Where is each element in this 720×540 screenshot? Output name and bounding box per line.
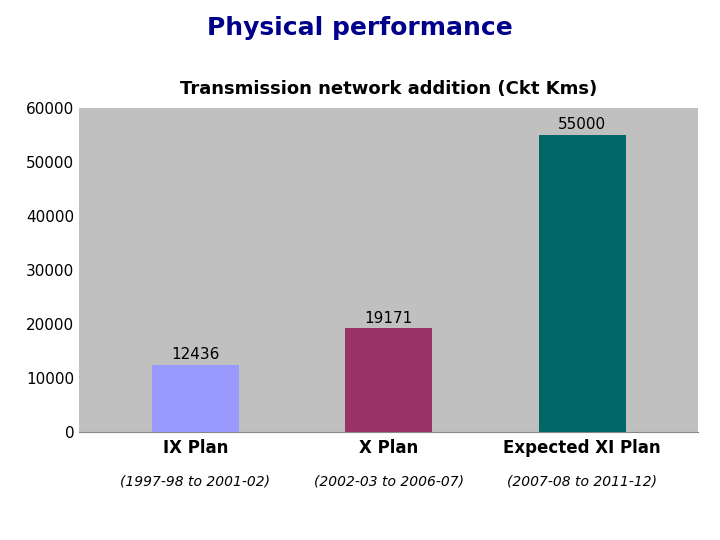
Text: Physical performance: Physical performance <box>207 16 513 40</box>
Text: 19171: 19171 <box>364 311 413 326</box>
Text: (2002-03 to 2006-07): (2002-03 to 2006-07) <box>314 474 464 488</box>
Bar <box>346 328 432 432</box>
Bar <box>539 135 626 432</box>
Text: (2007-08 to 2011-12): (2007-08 to 2011-12) <box>508 474 657 488</box>
Text: 55000: 55000 <box>558 117 606 132</box>
Text: (1997-98 to 2001-02): (1997-98 to 2001-02) <box>120 474 270 488</box>
Bar <box>152 365 239 432</box>
Text: 12436: 12436 <box>171 347 220 362</box>
Title: Transmission network addition (Ckt Kms): Transmission network addition (Ckt Kms) <box>180 80 598 98</box>
